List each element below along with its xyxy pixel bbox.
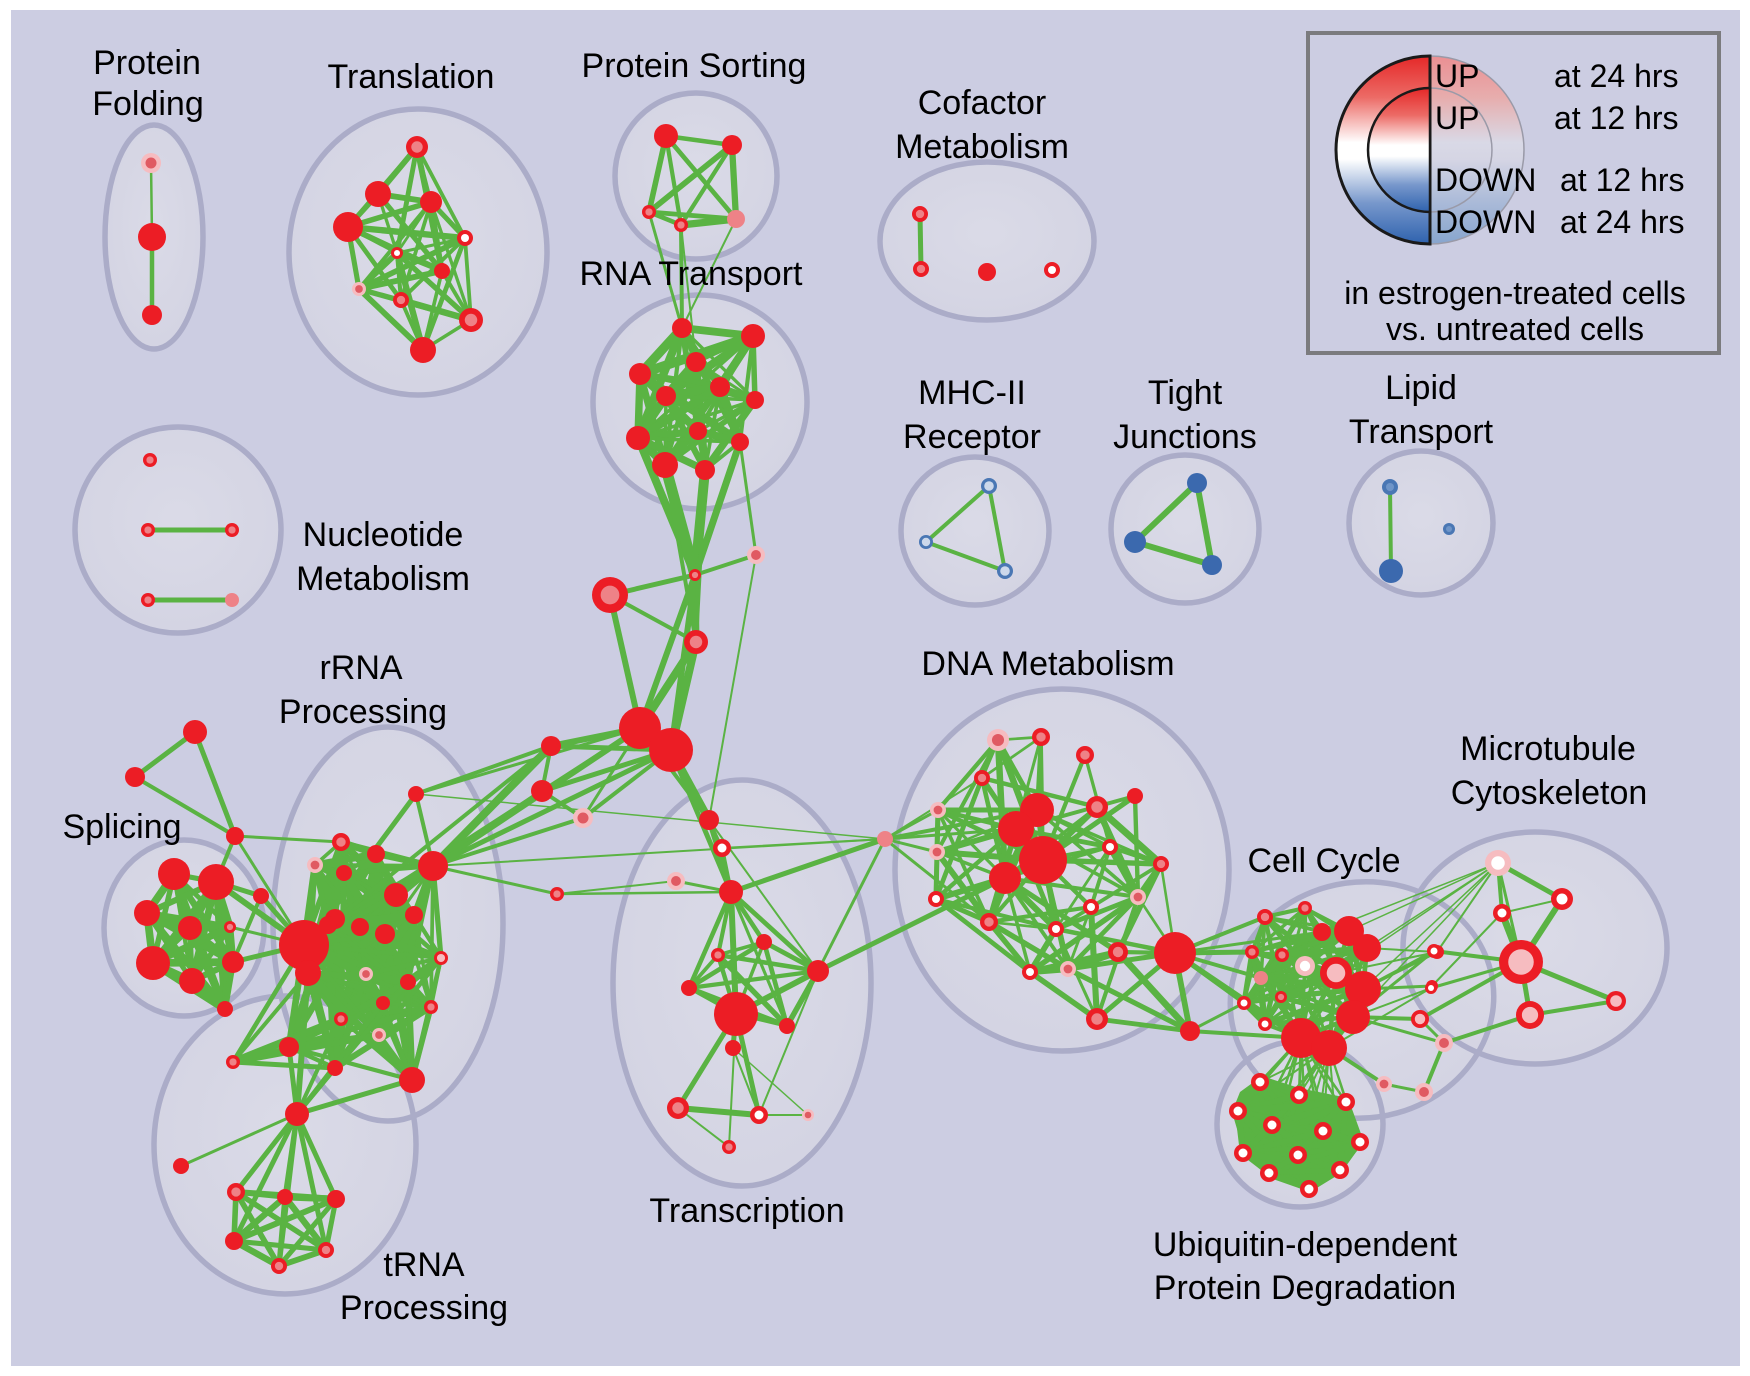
svg-text:at 12 hrs: at 12 hrs xyxy=(1554,100,1679,136)
svg-text:DOWN: DOWN xyxy=(1435,162,1536,198)
svg-text:Cofactor: Cofactor xyxy=(918,84,1047,122)
svg-text:Protein: Protein xyxy=(93,44,201,82)
svg-text:tRNA: tRNA xyxy=(383,1246,465,1284)
svg-text:Processing: Processing xyxy=(340,1289,508,1327)
svg-text:at 24 hrs: at 24 hrs xyxy=(1560,204,1685,240)
svg-text:Nucleotide: Nucleotide xyxy=(303,516,464,554)
svg-text:Folding: Folding xyxy=(92,85,204,123)
svg-text:Lipid: Lipid xyxy=(1385,369,1457,407)
svg-text:DOWN: DOWN xyxy=(1435,204,1536,240)
svg-text:Microtubule: Microtubule xyxy=(1460,730,1636,768)
svg-text:Transcription: Transcription xyxy=(649,1192,844,1230)
svg-text:Metabolism: Metabolism xyxy=(296,560,470,598)
svg-text:at 12 hrs: at 12 hrs xyxy=(1560,162,1685,198)
svg-text:Translation: Translation xyxy=(328,58,495,96)
svg-text:UP: UP xyxy=(1435,100,1479,136)
svg-text:vs. untreated cells: vs. untreated cells xyxy=(1386,311,1644,347)
svg-text:Protein Sorting: Protein Sorting xyxy=(582,47,807,85)
svg-text:Ubiquitin-dependent: Ubiquitin-dependent xyxy=(1153,1226,1458,1264)
svg-text:Protein Degradation: Protein Degradation xyxy=(1154,1269,1456,1307)
svg-text:UP: UP xyxy=(1435,58,1479,94)
svg-text:in estrogen-treated cells: in estrogen-treated cells xyxy=(1344,275,1686,311)
svg-text:Transport: Transport xyxy=(1349,413,1494,451)
svg-text:Metabolism: Metabolism xyxy=(895,128,1069,166)
svg-text:Cell Cycle: Cell Cycle xyxy=(1247,842,1400,880)
svg-text:MHC-II: MHC-II xyxy=(918,374,1026,412)
svg-text:Processing: Processing xyxy=(279,693,447,731)
svg-text:rRNA: rRNA xyxy=(319,649,402,687)
svg-text:at 24 hrs: at 24 hrs xyxy=(1554,58,1679,94)
svg-text:Cytoskeleton: Cytoskeleton xyxy=(1451,774,1648,812)
svg-text:Receptor: Receptor xyxy=(903,418,1041,456)
svg-text:Junctions: Junctions xyxy=(1113,418,1257,456)
svg-text:DNA Metabolism: DNA Metabolism xyxy=(921,645,1174,683)
svg-text:Tight: Tight xyxy=(1148,374,1223,412)
svg-text:RNA Transport: RNA Transport xyxy=(580,255,804,293)
svg-text:Splicing: Splicing xyxy=(62,808,181,846)
